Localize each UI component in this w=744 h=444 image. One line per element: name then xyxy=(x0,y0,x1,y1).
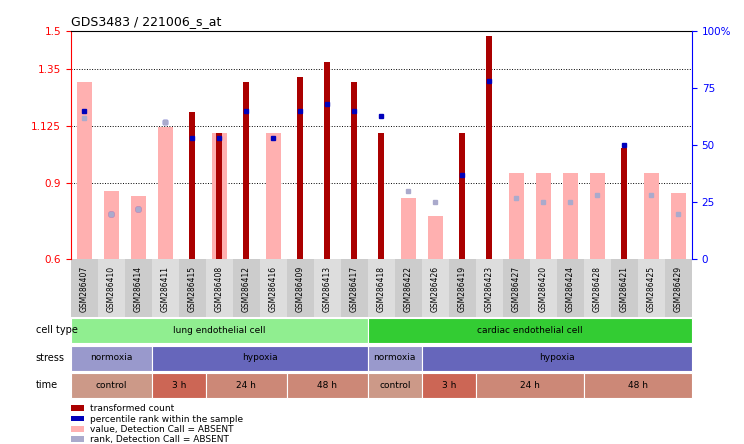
Text: time: time xyxy=(36,380,58,390)
Bar xyxy=(584,373,692,398)
Text: rank, Detection Call = ABSENT: rank, Detection Call = ABSENT xyxy=(90,435,229,444)
Bar xyxy=(621,148,627,259)
Bar xyxy=(557,259,584,317)
Bar xyxy=(368,373,422,398)
Bar xyxy=(158,127,173,259)
Bar xyxy=(422,373,476,398)
Bar xyxy=(368,318,692,343)
Bar xyxy=(503,259,530,317)
Text: 48 h: 48 h xyxy=(317,381,337,390)
Bar xyxy=(97,259,125,317)
Bar xyxy=(428,216,443,259)
Text: 24 h: 24 h xyxy=(520,381,540,390)
Bar xyxy=(351,82,357,259)
Bar xyxy=(459,132,465,259)
Bar xyxy=(298,77,304,259)
Bar xyxy=(233,259,260,317)
Bar xyxy=(644,173,659,259)
Bar xyxy=(314,259,341,317)
Text: 3 h: 3 h xyxy=(172,381,186,390)
Text: lung endothelial cell: lung endothelial cell xyxy=(173,326,266,335)
Text: GDS3483 / 221006_s_at: GDS3483 / 221006_s_at xyxy=(71,16,221,28)
Bar xyxy=(422,259,449,317)
Text: 48 h: 48 h xyxy=(628,381,648,390)
Bar xyxy=(671,194,686,259)
Text: control: control xyxy=(95,381,127,390)
Bar xyxy=(71,373,152,398)
Text: 3 h: 3 h xyxy=(442,381,456,390)
Bar xyxy=(260,259,286,317)
Bar xyxy=(152,373,206,398)
Bar xyxy=(665,259,692,317)
Bar xyxy=(179,259,206,317)
Text: stress: stress xyxy=(36,353,65,363)
Bar xyxy=(563,173,578,259)
Bar xyxy=(324,62,330,259)
Bar xyxy=(341,259,368,317)
Text: control: control xyxy=(379,381,411,390)
Bar xyxy=(131,196,146,259)
Text: cell type: cell type xyxy=(36,325,77,335)
Bar xyxy=(77,82,92,259)
Text: 24 h: 24 h xyxy=(237,381,256,390)
Bar xyxy=(368,259,395,317)
Bar xyxy=(449,259,476,317)
Bar xyxy=(189,112,195,259)
Bar xyxy=(395,259,422,317)
Bar xyxy=(611,259,638,317)
Bar xyxy=(536,173,551,259)
Text: normoxia: normoxia xyxy=(373,353,416,362)
Bar xyxy=(212,132,227,259)
Bar xyxy=(487,36,493,259)
Bar xyxy=(476,373,584,398)
Text: value, Detection Call = ABSENT: value, Detection Call = ABSENT xyxy=(90,425,234,434)
Bar xyxy=(368,346,422,371)
Bar xyxy=(422,346,692,371)
Bar xyxy=(266,132,280,259)
Bar xyxy=(286,259,314,317)
Bar xyxy=(152,259,179,317)
Bar xyxy=(71,318,368,343)
Bar xyxy=(206,259,233,317)
Bar xyxy=(401,198,416,259)
Bar xyxy=(590,173,605,259)
Text: percentile rank within the sample: percentile rank within the sample xyxy=(90,415,243,424)
Bar xyxy=(286,373,368,398)
Bar xyxy=(530,259,557,317)
Bar xyxy=(584,259,611,317)
Text: transformed count: transformed count xyxy=(90,404,174,413)
Bar xyxy=(243,82,249,259)
Bar xyxy=(125,259,152,317)
Bar xyxy=(476,259,503,317)
Bar xyxy=(103,191,118,259)
Bar xyxy=(509,173,524,259)
Bar xyxy=(638,259,665,317)
Bar xyxy=(152,346,368,371)
Bar xyxy=(71,346,152,371)
Text: normoxia: normoxia xyxy=(90,353,132,362)
Text: cardiac endothelial cell: cardiac endothelial cell xyxy=(477,326,583,335)
Bar xyxy=(206,373,286,398)
Text: hypoxia: hypoxia xyxy=(539,353,574,362)
Bar xyxy=(379,132,384,259)
Bar xyxy=(217,132,222,259)
Text: hypoxia: hypoxia xyxy=(242,353,278,362)
Bar xyxy=(71,259,97,317)
